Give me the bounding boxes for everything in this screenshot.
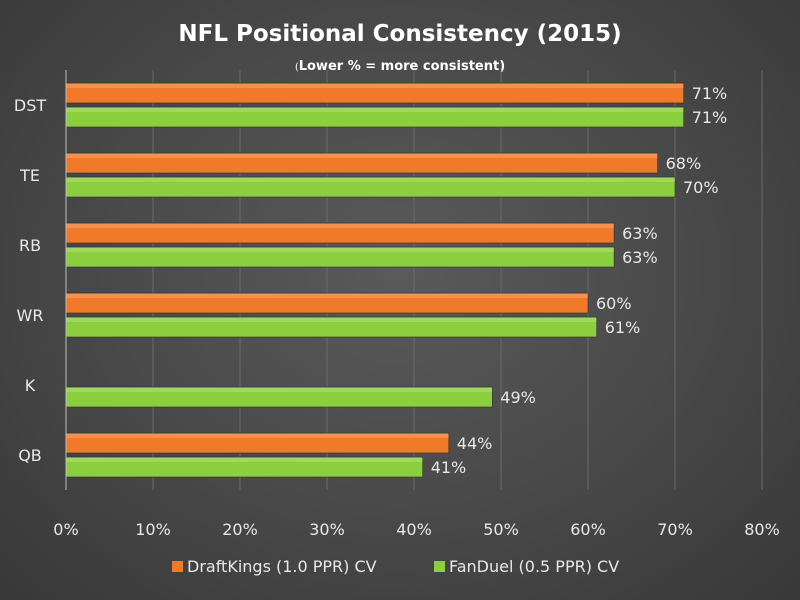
x-tick-label: 50% [483,520,519,539]
legend-swatch [172,561,183,572]
bar-highlight [66,108,684,112]
bars [65,82,685,478]
chart-subtitle: (Lower % = more consistent) [295,59,505,74]
category-label: TE [19,166,40,185]
data-label: 71% [692,108,728,127]
data-label: 70% [683,178,719,197]
data-label: 60% [596,294,632,313]
bar-highlight [66,84,684,88]
chart-title: NFL Positional Consistency (2015) [178,21,621,47]
axes: 0% 10% 20% 30% 40% 50% 60% 70% 80% DST TE RB WR K QB [14,70,780,539]
x-tick-label: 40% [396,520,432,539]
chart-subtitle-prefix: ( [295,62,299,73]
x-tick-label: 10% [135,520,171,539]
data-label: 41% [431,458,467,477]
category-label: DST [14,96,46,115]
data-label: 71% [692,84,728,103]
legend-label: FanDuel (0.5 PPR) CV [449,557,619,576]
category-label: WR [17,306,44,325]
gridlines [152,70,763,490]
data-label: 61% [605,318,641,337]
bar-highlight [66,224,615,228]
x-tick-label: 80% [744,520,780,539]
bar-highlight [66,248,615,252]
data-label: 63% [622,224,658,243]
bar-highlight [66,154,658,158]
x-tick-label: 70% [657,520,693,539]
data-label: 68% [666,154,702,173]
bar-highlight [66,318,597,322]
legend: DraftKings (1.0 PPR) CV FanDuel (0.5 PPR)… [172,557,619,576]
bar-highlight [66,434,449,438]
category-label: QB [18,446,42,465]
x-tick-label: 0% [53,520,78,539]
bar-highlight [66,458,423,462]
x-tick-label: 20% [222,520,258,539]
bar-highlight [66,294,588,298]
data-label: 49% [500,388,536,407]
bar-highlight [66,178,675,182]
x-tick-label: 60% [570,520,606,539]
category-label: K [25,376,36,395]
data-labels: 71% 71% 68% 70% 63% 63% 60% 61% 49% 44% 41% [431,84,728,477]
data-label: 63% [622,248,658,267]
legend-swatch [434,561,445,572]
category-label: RB [19,236,41,255]
bar-highlight [66,388,493,392]
legend-label: DraftKings (1.0 PPR) CV [187,557,377,576]
x-tick-label: 30% [309,520,345,539]
data-label: 44% [457,434,493,453]
chart-subtitle-text: Lower % = more consistent) [299,59,505,74]
